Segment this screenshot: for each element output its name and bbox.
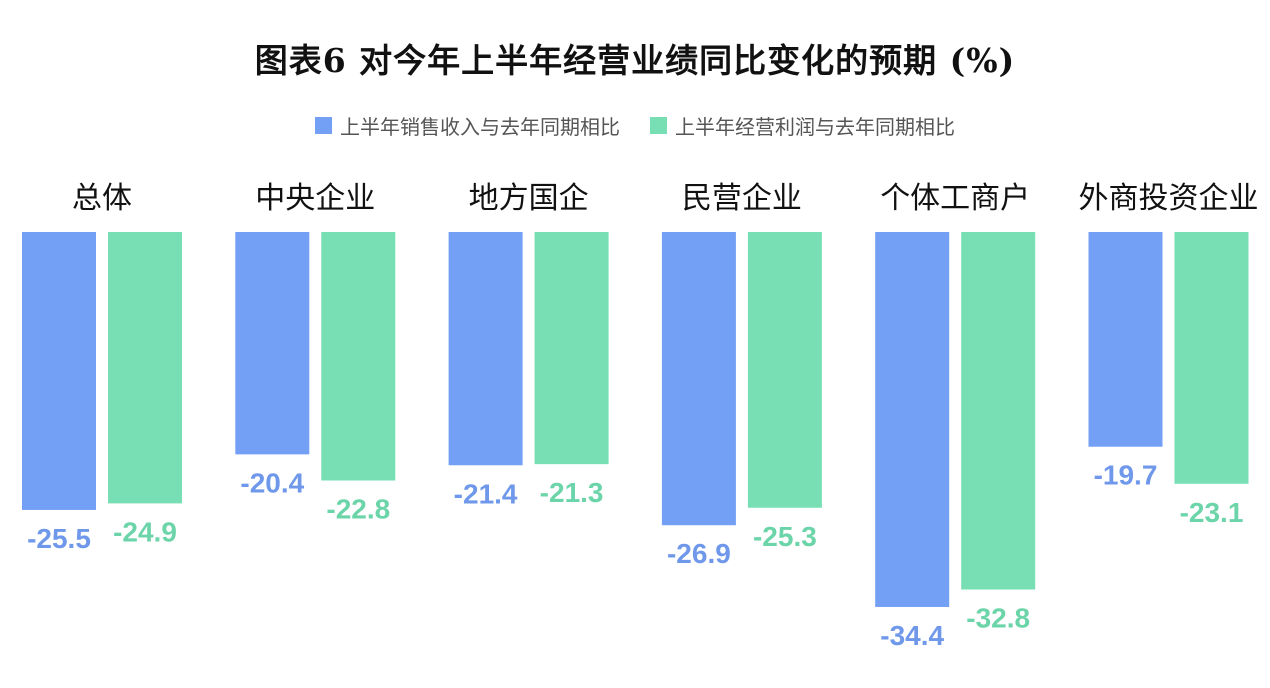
bar-sales [875,232,950,607]
bar-profit [534,232,609,465]
chart-legend: 上半年销售收入与去年同期相比 上半年经营利润与去年同期相比 [0,111,1270,140]
bar-profit [321,232,396,481]
legend-label-profit: 上半年经营利润与去年同期相比 [675,115,955,139]
data-label-profit: -24.9 [113,516,177,547]
data-label-sales: -19.7 [1094,460,1158,491]
bar-sales [448,232,523,466]
data-label-profit: -23.1 [1180,497,1244,528]
legend-item-profit: 上半年经营利润与去年同期相比 [650,111,955,140]
chart-title: 图表6 对今年上半年经营业绩同比变化的预期 (%) [254,41,1016,80]
bar-profit [108,232,182,504]
data-label-sales: -26.9 [667,538,731,569]
legend-item-sales: 上半年销售收入与去年同期相比 [315,111,620,140]
category-label: 外商投资企业 [1079,181,1259,216]
bar-sales [661,232,736,526]
data-label-profit: -25.3 [753,521,817,552]
data-label-profit: -32.8 [966,603,1030,634]
data-label-profit: -21.3 [540,477,604,508]
legend-swatch-profit [650,117,667,134]
category-label: 地方国企 [469,181,589,216]
category-label: 个体工商户 [880,181,1030,216]
category-label: 中央企业 [255,181,375,216]
legend-swatch-sales [315,117,332,134]
bar-profit [747,232,822,508]
bar-profit [1174,232,1249,484]
data-label-sales: -21.4 [454,478,518,509]
data-label-sales: -20.4 [240,467,304,498]
legend-label-sales: 上半年销售收入与去年同期相比 [340,115,620,139]
bar-sales [1088,232,1163,447]
data-label-sales: -25.5 [27,523,91,554]
bar-sales [22,232,96,510]
data-label-sales: -34.4 [880,620,944,651]
bar-profit [961,232,1036,590]
data-label-profit: -22.8 [326,494,390,525]
category-label: 民营企业 [682,181,802,216]
category-label: 总体 [72,181,132,216]
bar-sales [235,232,310,455]
